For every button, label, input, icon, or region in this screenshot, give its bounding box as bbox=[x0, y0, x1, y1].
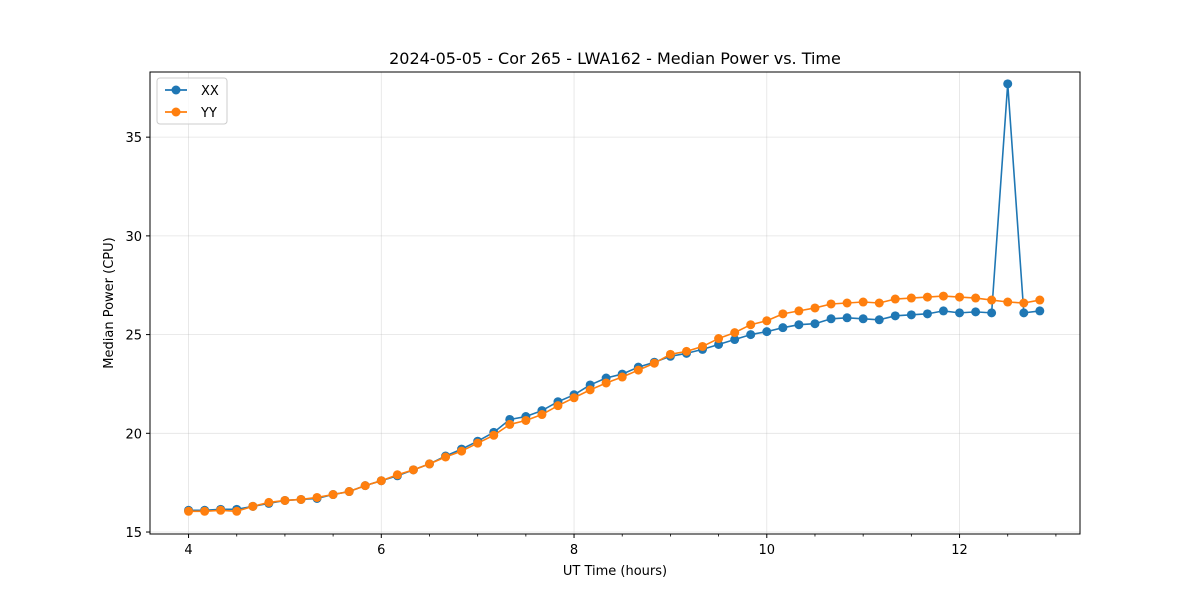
y-axis-label: Median Power (CPU) bbox=[102, 237, 117, 368]
data-point-yy bbox=[537, 410, 547, 420]
data-point-yy bbox=[714, 334, 724, 344]
data-point-yy bbox=[938, 291, 948, 301]
y-tick-label: 25 bbox=[125, 329, 142, 344]
data-point-yy bbox=[617, 372, 627, 382]
data-point-yy bbox=[842, 298, 852, 308]
data-point-xx bbox=[938, 306, 948, 316]
data-point-yy bbox=[232, 506, 242, 516]
data-point-xx bbox=[922, 309, 932, 319]
data-point-xx bbox=[906, 310, 916, 320]
legend-label-xx: XX bbox=[201, 84, 219, 99]
grid bbox=[150, 72, 1080, 534]
series-layer bbox=[184, 79, 1045, 516]
data-point-yy bbox=[778, 309, 788, 319]
data-point-xx bbox=[1003, 79, 1013, 89]
data-point-yy bbox=[408, 465, 418, 475]
x-tick-label: 8 bbox=[570, 543, 578, 558]
data-point-yy bbox=[312, 492, 322, 502]
data-point-yy bbox=[1003, 297, 1013, 307]
data-point-xx bbox=[794, 320, 804, 330]
chart-title: 2024-05-05 - Cor 265 - LWA162 - Median P… bbox=[389, 49, 841, 68]
data-point-yy bbox=[216, 505, 226, 515]
x-tick-label: 12 bbox=[951, 543, 968, 558]
data-point-xx bbox=[810, 319, 820, 329]
x-tick-label: 10 bbox=[759, 543, 776, 558]
data-point-xx bbox=[971, 307, 981, 317]
data-point-yy bbox=[344, 487, 354, 497]
data-point-xx bbox=[762, 327, 772, 337]
data-point-xx bbox=[858, 314, 868, 324]
data-point-xx bbox=[842, 313, 852, 323]
data-point-yy bbox=[360, 481, 370, 491]
data-point-xx bbox=[890, 311, 900, 321]
data-point-yy bbox=[248, 501, 258, 511]
data-point-yy bbox=[489, 430, 499, 440]
data-point-yy bbox=[746, 320, 756, 330]
data-point-xx bbox=[874, 315, 884, 325]
data-point-yy bbox=[505, 419, 515, 429]
data-point-yy bbox=[585, 385, 595, 395]
data-point-yy bbox=[296, 494, 306, 504]
data-point-yy bbox=[890, 294, 900, 304]
data-point-yy bbox=[987, 295, 997, 305]
data-point-yy bbox=[200, 506, 210, 516]
data-point-xx bbox=[1035, 306, 1045, 316]
data-point-xx bbox=[730, 335, 740, 345]
data-point-yy bbox=[762, 316, 772, 326]
data-point-yy bbox=[858, 297, 868, 307]
data-point-yy bbox=[473, 438, 483, 448]
x-axis-label: UT Time (hours) bbox=[563, 564, 667, 579]
data-point-yy bbox=[682, 346, 692, 356]
data-point-yy bbox=[457, 446, 467, 456]
legend-marker-xx bbox=[171, 85, 181, 95]
data-point-yy bbox=[280, 495, 290, 505]
data-point-yy bbox=[264, 497, 274, 507]
data-point-yy bbox=[794, 306, 804, 316]
data-point-yy bbox=[553, 401, 563, 411]
legend-label-yy: YY bbox=[200, 106, 217, 121]
data-point-yy bbox=[874, 298, 884, 308]
data-point-yy bbox=[328, 490, 338, 500]
legend: XX YY bbox=[156, 77, 228, 125]
data-point-yy bbox=[698, 341, 708, 351]
data-point-xx bbox=[826, 314, 836, 324]
data-point-xx bbox=[746, 330, 756, 340]
data-point-yy bbox=[376, 476, 386, 486]
x-tick-label: 6 bbox=[377, 543, 385, 558]
data-point-yy bbox=[649, 358, 659, 368]
data-point-yy bbox=[392, 470, 402, 480]
legend-marker-yy bbox=[171, 107, 181, 117]
data-point-yy bbox=[971, 293, 981, 303]
y-tick-label: 35 bbox=[125, 131, 142, 146]
data-point-yy bbox=[601, 378, 611, 388]
data-point-yy bbox=[1019, 298, 1029, 308]
data-point-yy bbox=[922, 292, 932, 302]
axis-ticks: 4 6 8 10 12 15 20 25 30 35 bbox=[125, 131, 1057, 558]
series-yy bbox=[184, 291, 1045, 516]
data-point-xx bbox=[955, 308, 965, 318]
data-point-yy bbox=[184, 506, 194, 516]
data-point-yy bbox=[906, 293, 916, 303]
y-tick-label: 20 bbox=[125, 427, 142, 442]
x-tick-label: 4 bbox=[184, 543, 192, 558]
data-point-yy bbox=[521, 415, 531, 425]
data-point-yy bbox=[665, 349, 675, 359]
data-point-yy bbox=[810, 303, 820, 313]
data-point-yy bbox=[633, 365, 643, 375]
plot-frame bbox=[149, 71, 1081, 535]
data-point-xx bbox=[987, 308, 997, 318]
y-tick-label: 30 bbox=[125, 230, 142, 245]
data-point-xx bbox=[1019, 308, 1029, 318]
data-point-yy bbox=[424, 459, 434, 469]
data-point-yy bbox=[441, 452, 451, 462]
data-point-yy bbox=[955, 292, 965, 302]
data-point-yy bbox=[569, 393, 579, 403]
data-point-xx bbox=[778, 323, 788, 333]
data-point-yy bbox=[730, 328, 740, 338]
data-point-yy bbox=[826, 299, 836, 309]
data-point-yy bbox=[1035, 295, 1045, 305]
y-tick-label: 15 bbox=[125, 526, 142, 541]
